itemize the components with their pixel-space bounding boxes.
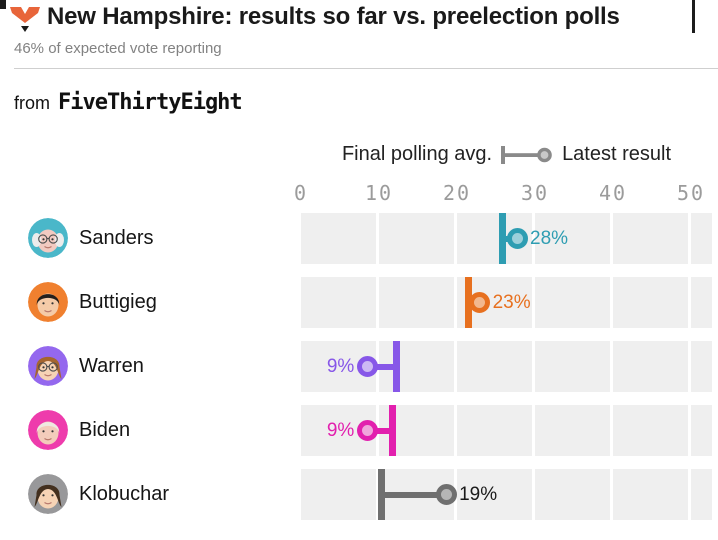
candidate-name: Klobuchar bbox=[79, 483, 170, 505]
candidate-name: Sanders bbox=[79, 227, 154, 249]
final-polling-avg-bar bbox=[498, 213, 506, 264]
result-label: 9% bbox=[326, 356, 355, 377]
axis-tick: 30 bbox=[520, 181, 550, 205]
avatar-sanders bbox=[28, 218, 68, 258]
candidate-name: Warren bbox=[79, 355, 144, 377]
legend-poll-label: Final polling avg. bbox=[341, 143, 493, 165]
latest-result-dot bbox=[356, 420, 378, 441]
vote-reporting-status: 46% of expected vote reporting bbox=[14, 40, 222, 57]
dumbbell-legend-icon bbox=[501, 145, 552, 164]
row-band: 19% bbox=[301, 469, 712, 520]
row-band: 9% bbox=[301, 341, 712, 392]
fivethirtyeight-fox-icon bbox=[10, 7, 40, 32]
fivethirtyeight-wordmark: FiveThirtyEight bbox=[58, 90, 243, 115]
screen-artifact bbox=[0, 0, 6, 9]
avatar-warren bbox=[28, 346, 68, 386]
avatar-klobuchar bbox=[28, 474, 68, 514]
latest-result-dot bbox=[506, 228, 528, 249]
attribution-prefix: from bbox=[14, 93, 50, 113]
final-polling-avg-bar bbox=[388, 405, 396, 456]
attribution: from FiveThirtyEight bbox=[14, 90, 243, 115]
axis-tick: 50 bbox=[676, 181, 706, 205]
legend-result-label: Latest result bbox=[562, 143, 672, 165]
candidate-name: Buttigieg bbox=[79, 291, 157, 313]
page-title: New Hampshire: results so far vs. preele… bbox=[47, 3, 620, 30]
result-label: 19% bbox=[459, 484, 498, 505]
final-polling-avg-bar bbox=[465, 277, 473, 328]
axis-tick: 0 bbox=[293, 181, 309, 205]
poll-result-connector bbox=[367, 427, 393, 434]
axis-tick: 40 bbox=[598, 181, 628, 205]
poll-result-connector bbox=[367, 363, 397, 370]
screen-artifact bbox=[692, 0, 695, 33]
avatar-biden bbox=[28, 410, 68, 450]
divider bbox=[14, 68, 718, 69]
axis-tick: 20 bbox=[442, 181, 472, 205]
latest-result-dot bbox=[356, 356, 378, 377]
row-band: 28% bbox=[301, 213, 712, 264]
result-label: 28% bbox=[530, 228, 569, 249]
final-polling-avg-bar bbox=[377, 469, 385, 520]
result-label: 9% bbox=[326, 420, 355, 441]
row-band: 23% bbox=[301, 277, 712, 328]
candidate-name: Biden bbox=[79, 419, 131, 441]
latest-result-dot bbox=[435, 484, 457, 505]
row-band: 9% bbox=[301, 405, 712, 456]
poll-result-connector bbox=[381, 491, 447, 498]
final-polling-avg-bar bbox=[393, 341, 401, 392]
avatar-buttigieg bbox=[28, 282, 68, 322]
chart-legend: Final polling avg. Latest result bbox=[301, 143, 712, 166]
axis-tick: 10 bbox=[364, 181, 394, 205]
latest-result-dot bbox=[469, 292, 491, 313]
result-label: 23% bbox=[492, 292, 531, 313]
